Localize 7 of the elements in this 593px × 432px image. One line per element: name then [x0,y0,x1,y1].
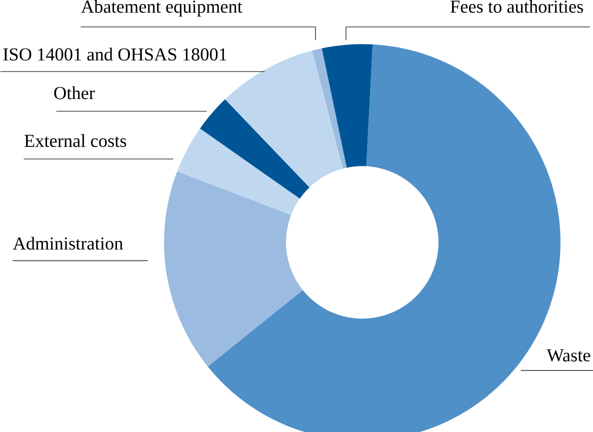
slice-label: Other [54,86,95,99]
slice-label: External costs [24,134,126,147]
slice-label: ISO 14001 and OHSAS 18001 [3,48,226,60]
slice-label: Administration [12,236,123,250]
slice-label: Abatement equipment [81,0,242,16]
slice-label: Waste [546,349,590,362]
slice-label: Fees to authorities [450,0,584,13]
